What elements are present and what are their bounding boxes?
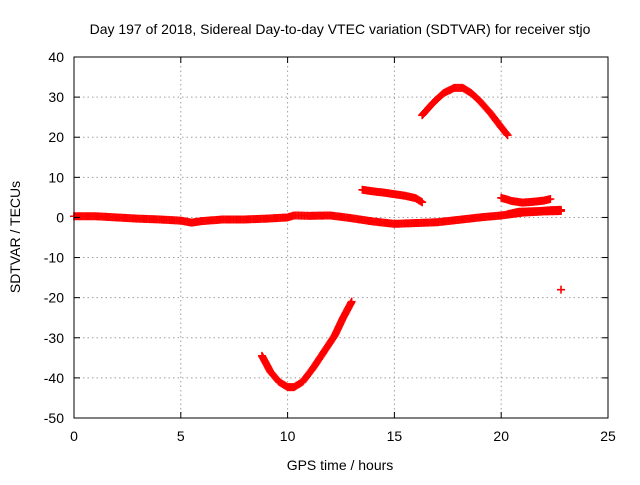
y-tick-label: -10 [44, 250, 64, 266]
data-point [557, 205, 566, 214]
series-rising-segment [503, 205, 566, 219]
series-baseline [70, 207, 566, 228]
chart-title: Day 197 of 2018, Sidereal Day-to-day VTE… [90, 21, 591, 37]
x-tick-label: 25 [600, 428, 616, 444]
x-tick-label: 10 [280, 428, 296, 444]
data-point [418, 198, 427, 207]
x-tick-label: 5 [177, 428, 185, 444]
x-tick-label: 20 [493, 428, 509, 444]
axis-ticks: 0 5 10 15 20 25 -50 -40 -30 -20 -10 0 10 20 30 40 [44, 49, 616, 444]
y-tick-label: 0 [56, 209, 64, 225]
x-tick-label: 0 [70, 428, 78, 444]
y-tick-label: -30 [44, 330, 64, 346]
y-tick-label: -50 [44, 410, 64, 426]
x-axis-label: GPS time / hours [287, 457, 394, 473]
data-point [503, 131, 512, 140]
plot-frame [73, 56, 609, 419]
y-tick-label: -20 [44, 290, 64, 306]
data-point [502, 130, 511, 139]
y-tick-label: 30 [48, 89, 64, 105]
series-short-segment [497, 193, 555, 207]
y-tick-label: -40 [44, 370, 64, 386]
y-tick-label: 20 [48, 129, 64, 145]
data-points [70, 83, 566, 392]
series-outlier [557, 285, 566, 294]
y-tick-label: 40 [48, 49, 64, 65]
data-point [347, 297, 356, 306]
data-point [557, 285, 566, 294]
series-low-arc [257, 297, 356, 392]
y-tick-label: 10 [48, 169, 64, 185]
grid [74, 57, 608, 418]
series-high-arc [418, 83, 512, 140]
y-axis-label: SDTVAR / TECUs [7, 181, 23, 293]
series-mid-segment [358, 185, 427, 207]
data-point [546, 194, 555, 203]
x-tick-label: 15 [387, 428, 403, 444]
